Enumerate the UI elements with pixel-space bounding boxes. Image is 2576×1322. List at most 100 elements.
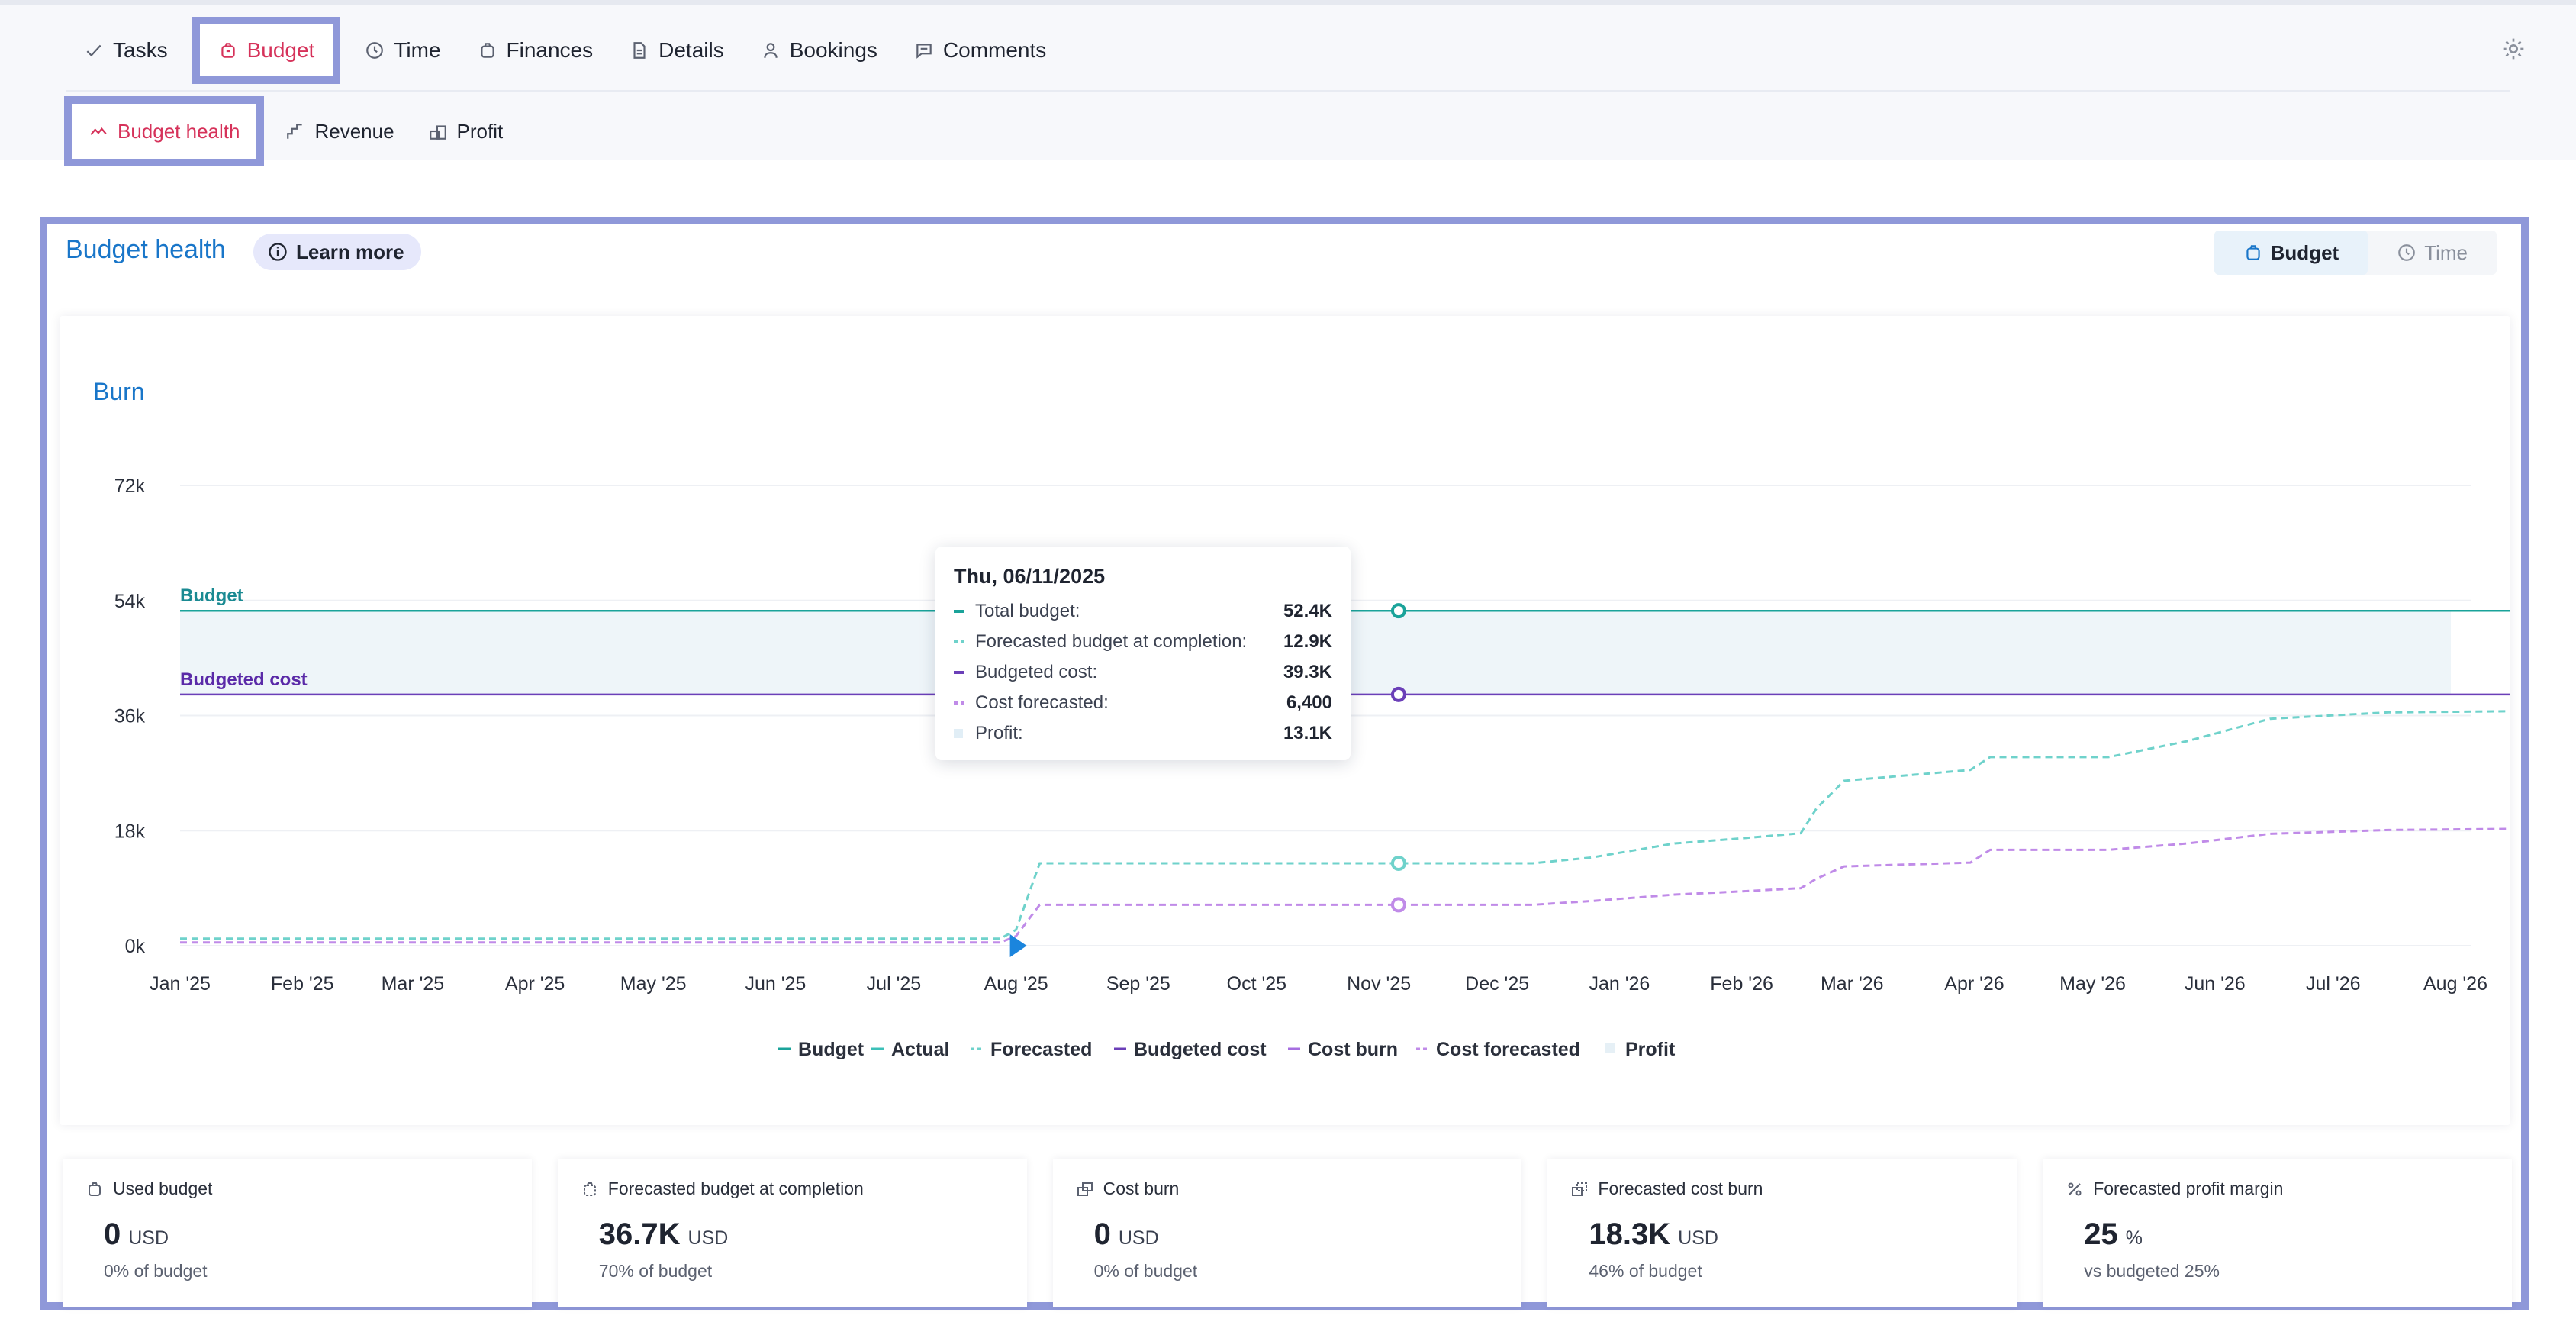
kpi-value: 36.7K — [598, 1217, 681, 1251]
tab-label: Budget — [246, 38, 315, 62]
tooltip-value: 13.1K — [1283, 723, 1332, 743]
kpi-cost-burn: Cost burn 0 USD 0% of budget — [1052, 1159, 1522, 1307]
main-tabs: Tasks Budget Time Finances Details Booki… — [66, 12, 1064, 89]
kpi-title: Forecasted budget at completion — [607, 1179, 864, 1198]
tooltip-marker — [954, 671, 964, 674]
tooltip-label: Budgeted cost: — [975, 662, 1098, 682]
y-tick-label: 36k — [114, 706, 146, 727]
line-annotation: Budgeted cost — [180, 669, 308, 690]
y-tick-label: 0k — [125, 936, 146, 957]
series-line-forecasted — [180, 710, 2510, 940]
subtab-revenue[interactable]: Revenue — [269, 96, 411, 166]
tab-details[interactable]: Details — [611, 17, 742, 84]
gear-icon[interactable] — [2501, 37, 2526, 61]
x-tick-label: Feb '26 — [1710, 973, 1773, 995]
budget-icon — [221, 43, 235, 58]
tooltip-label: Cost forecasted: — [975, 692, 1109, 713]
x-tick-label: Jul '26 — [2306, 973, 2360, 995]
x-tick-label: Apr '25 — [505, 973, 565, 995]
kpi-unit: % — [2125, 1227, 2143, 1249]
y-tick-label: 18k — [114, 821, 146, 842]
subtab-label: Profit — [456, 119, 504, 143]
kpi-title: Cost burn — [1103, 1179, 1180, 1198]
x-tick-label: Jan '26 — [1589, 973, 1650, 995]
hover-point-cost-forecasted — [1390, 897, 1406, 913]
tooltip-row: Total budget: 52.4K — [954, 596, 1332, 627]
legend-item: Budget — [798, 1039, 865, 1060]
learn-more-button[interactable]: Learn more — [253, 234, 421, 270]
x-tick-label: Aug '26 — [2423, 973, 2487, 995]
tab-budget[interactable]: Budget — [192, 17, 341, 84]
y-tick-label: 54k — [114, 591, 146, 612]
subtab-label: Budget health — [118, 119, 240, 143]
kpi-unit: USD — [1118, 1227, 1159, 1249]
legend-item: Cost burn — [1308, 1039, 1398, 1060]
tab-finances[interactable]: Finances — [459, 17, 612, 84]
kpi-forecasted-budget: Forecasted budget at completion 36.7K USD… — [557, 1159, 1027, 1307]
tooltip-value: 52.4K — [1283, 601, 1332, 621]
tab-tasks[interactable]: Tasks — [66, 17, 186, 84]
tooltip-marker — [954, 729, 963, 738]
legend-item: Budgeted cost — [1134, 1039, 1267, 1060]
tooltip-value: 12.9K — [1283, 631, 1332, 652]
x-tick-label: Sep '25 — [1106, 973, 1170, 995]
cost-icon — [1077, 1182, 1093, 1196]
subtab-profit[interactable]: Profit — [411, 96, 520, 166]
kpi-title: Used budget — [113, 1179, 213, 1198]
kpi-used-budget: Used budget 0 USD 0% of budget — [63, 1159, 532, 1307]
kpi-title: Forecasted cost burn — [1598, 1179, 1763, 1198]
subtab-label: Revenue — [314, 119, 394, 143]
tabs-divider — [66, 90, 2510, 92]
series-line-cost-forecasted — [180, 827, 2510, 944]
tooltip-row: Profit: 13.1K — [954, 718, 1332, 749]
project-header: Tasks Budget Time Finances Details Booki… — [0, 0, 2576, 166]
x-tick-label: Apr '26 — [1944, 973, 2004, 995]
tooltip-row: Forecasted budget at completion: 12.9K — [954, 627, 1332, 657]
kpi-subtext: 0% of budget — [1093, 1261, 1198, 1281]
kpi-value: 0 — [104, 1217, 121, 1251]
y-tick-label: 72k — [114, 476, 146, 497]
hover-point-budgeted-cost — [1390, 686, 1406, 702]
toggle-time[interactable]: Time — [2368, 231, 2497, 275]
x-tick-label: Mar '25 — [382, 973, 445, 995]
tab-comments[interactable]: Comments — [896, 17, 1064, 84]
finances-icon — [480, 43, 494, 58]
budget-icon — [89, 1182, 101, 1196]
learn-more-label: Learn more — [296, 240, 404, 263]
tooltip-value: 6,400 — [1286, 692, 1332, 713]
person-icon — [764, 43, 778, 58]
kpi-forecasted-cost-burn: Forecasted cost burn 18.3K USD 46% of bud… — [1547, 1159, 2017, 1307]
kpi-value: 25 — [2084, 1217, 2118, 1251]
x-tick-label: Mar '26 — [1821, 973, 1884, 995]
tab-time[interactable]: Time — [346, 17, 459, 84]
tab-bookings[interactable]: Bookings — [742, 17, 896, 84]
subtab-budget-health[interactable]: Budget health — [64, 96, 265, 166]
clock-icon — [2398, 244, 2416, 261]
tab-label: Details — [658, 38, 724, 62]
tooltip-marker — [954, 610, 964, 613]
legend-item: Profit — [1625, 1039, 1676, 1060]
burn-chart: Burn 0k 18k 36k 54k 72k Budget Budgeted cost Jan… — [93, 378, 2510, 1060]
check-icon — [86, 44, 101, 57]
chart-tooltip: Thu, 06/11/2025 Total budget: 52.4K Foreca… — [935, 547, 1351, 760]
step-chart-icon — [287, 124, 303, 139]
comment-icon — [916, 44, 932, 59]
tab-label: Bookings — [789, 38, 877, 62]
toggle-budget[interactable]: Budget — [2214, 231, 2368, 275]
tooltip-row: Budgeted cost: 39.3K — [954, 657, 1332, 688]
clock-icon — [366, 42, 384, 59]
tooltip-label: Forecasted budget at completion: — [975, 631, 1248, 652]
x-tick-label: Nov '25 — [1347, 973, 1411, 995]
kpi-title: Forecasted profit margin — [2093, 1179, 2284, 1198]
budget-forecast-icon — [583, 1182, 596, 1196]
legend-item: Actual — [891, 1039, 949, 1060]
x-tick-label: May '25 — [620, 973, 687, 995]
budget-time-toggle: Budget Time — [2214, 231, 2497, 275]
kpi-unit: USD — [1678, 1227, 1718, 1249]
kpi-value: 0 — [1093, 1217, 1111, 1251]
kpi-subtext: 46% of budget — [1589, 1261, 1702, 1281]
tooltip-label: Total budget: — [975, 601, 1080, 621]
x-tick-label: Feb '25 — [271, 973, 334, 995]
percent-icon — [2068, 1182, 2082, 1195]
cost-forecast-icon — [1572, 1182, 1588, 1196]
